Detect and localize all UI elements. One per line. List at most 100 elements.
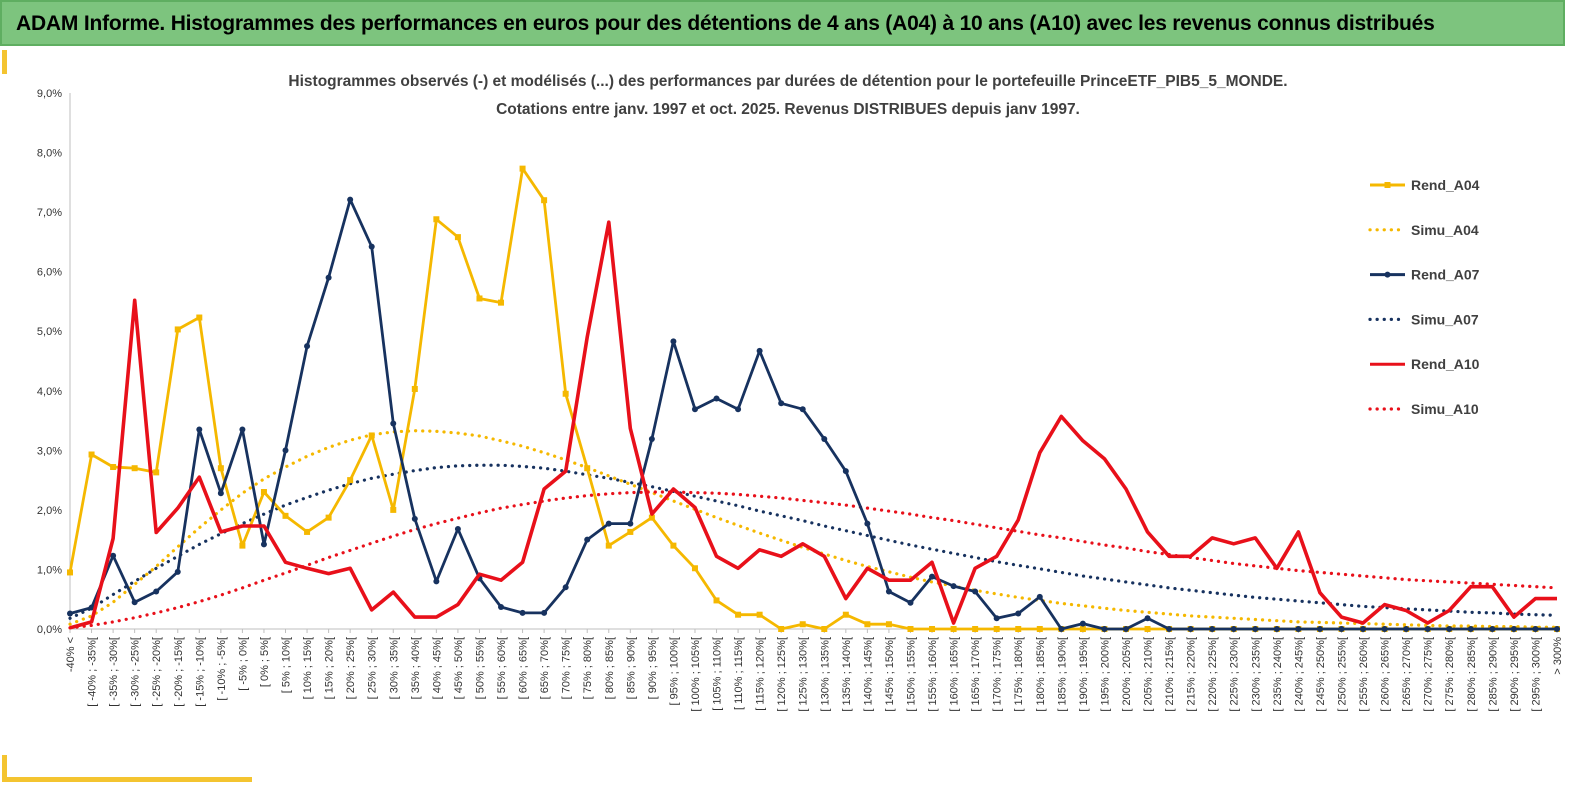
y-tick-label: 8,0%	[37, 148, 62, 160]
data-point	[929, 573, 936, 580]
y-tick-label: 2,0%	[37, 505, 62, 517]
data-point	[778, 400, 785, 407]
data-point	[1058, 626, 1065, 632]
data-point	[1360, 626, 1367, 632]
x-tick-label: [ 265% ; 270%[	[1401, 637, 1413, 712]
data-point	[713, 597, 720, 604]
data-point	[1230, 626, 1237, 632]
data-point	[217, 490, 224, 497]
data-point	[670, 338, 677, 345]
data-point	[153, 588, 160, 595]
data-point	[88, 604, 95, 611]
data-point	[929, 626, 936, 632]
data-point	[67, 610, 73, 617]
frame-accent-bottom-vertical	[2, 755, 7, 782]
data-point	[1338, 626, 1345, 632]
data-point	[217, 465, 224, 472]
x-tick-label: [ 10% ; 15%[	[302, 637, 314, 699]
x-tick-label: [ 190% ; 195%[	[1078, 637, 1090, 712]
data-point	[670, 542, 677, 549]
data-point	[1252, 626, 1259, 632]
data-point	[88, 451, 95, 458]
data-point	[627, 528, 634, 535]
x-tick-label: [ 255% ; 260%[	[1358, 637, 1370, 712]
data-point	[1510, 626, 1517, 632]
data-point	[972, 626, 979, 632]
data-point	[454, 234, 461, 241]
data-point	[498, 603, 505, 610]
x-tick-label: [ 40% ; 45%[	[431, 637, 443, 699]
data-point	[950, 626, 957, 632]
x-tick-label: > 300%	[1552, 637, 1564, 675]
x-tick-label: [ 55% ; 60%[	[496, 637, 508, 699]
x-tick-label: [ 180% ; 185%[	[1035, 637, 1047, 712]
data-point	[196, 426, 203, 433]
legend-label: Simu_A04	[1411, 222, 1479, 238]
data-point	[1273, 626, 1280, 632]
data-point	[1187, 626, 1194, 632]
data-point	[390, 506, 397, 513]
chart-title: Histogrammes observés (-) et modélisés (…	[288, 73, 1287, 90]
x-tick-label: [ 275% ; 280%[	[1444, 637, 1456, 712]
x-tick-label: [ -20% ; -15%[	[173, 637, 185, 707]
x-tick-label: [ 140% ; 145%[	[862, 637, 874, 712]
x-tick-label: [ 285% ; 290%[	[1487, 637, 1499, 712]
x-tick-label: [ -40% ; -35%[	[87, 637, 99, 707]
series-line-rend-a07	[69, 198, 1557, 631]
data-point	[1295, 626, 1302, 632]
x-tick-label: [ -5% ; 0%[	[237, 637, 249, 691]
data-point	[411, 515, 418, 522]
data-point	[347, 196, 354, 203]
x-tick-label: [ 120% ; 125%[	[776, 637, 788, 712]
series-line-simu-a07	[68, 463, 1559, 620]
data-point	[584, 536, 591, 543]
data-point	[1144, 626, 1151, 632]
data-point	[648, 436, 655, 443]
data-point	[842, 468, 849, 475]
data-point	[864, 520, 871, 527]
data-point	[1144, 615, 1151, 622]
x-tick-label: [ 145% ; 150%[	[884, 637, 896, 712]
data-point	[993, 626, 1000, 632]
data-point	[390, 420, 397, 427]
data-point	[735, 406, 742, 413]
data-point	[110, 464, 117, 471]
series-line-simu-a04	[68, 429, 1559, 629]
data-point	[821, 436, 828, 443]
series-layer	[67, 165, 1560, 632]
legend-label: Rend_A10	[1411, 356, 1480, 372]
x-tick-label: [ 70% ; 75%[	[561, 637, 573, 699]
legend-marker	[1384, 182, 1391, 188]
x-tick-label: [ 250% ; 255%[	[1336, 637, 1348, 712]
x-tick-label: [ 295% ; 300%[	[1530, 637, 1542, 712]
data-point	[239, 426, 246, 433]
x-tick-label: [ 45% ; 50%[	[453, 637, 465, 699]
frame-accent-bottom	[2, 777, 252, 782]
data-point	[260, 489, 267, 496]
header-banner: ADAM Informe. Histogrammes des performan…	[0, 0, 1565, 46]
chart-axes: 0,0% 1,0% 2,0% 3,0% 4,0% 5,0% 6,0% 7,0% 8,0% 9,0%…	[37, 88, 1564, 712]
data-point	[433, 216, 440, 223]
data-point	[454, 525, 461, 532]
data-point	[584, 465, 591, 472]
x-tick-label: [ 0% ; 5%[	[259, 637, 271, 687]
data-point	[67, 569, 73, 576]
legend-marker	[1384, 271, 1391, 278]
data-point	[304, 343, 311, 350]
data-point	[304, 528, 311, 535]
legend-label: Rend_A04	[1411, 177, 1480, 193]
data-point	[1079, 620, 1086, 627]
data-point	[325, 274, 332, 281]
data-point	[627, 520, 634, 527]
x-tick-label: [ 35% ; 40%[	[410, 637, 422, 699]
x-tick-label: [ 100% ; 105%[	[690, 637, 702, 712]
legend-label: Rend_A07	[1411, 267, 1480, 283]
data-point	[368, 432, 375, 439]
data-point	[972, 588, 979, 595]
data-point	[519, 165, 526, 172]
data-point	[713, 395, 720, 402]
data-point	[174, 326, 181, 333]
x-tick-label: [ 30% ; 35%[	[388, 637, 400, 699]
data-point	[1467, 626, 1474, 632]
data-point	[562, 390, 569, 397]
